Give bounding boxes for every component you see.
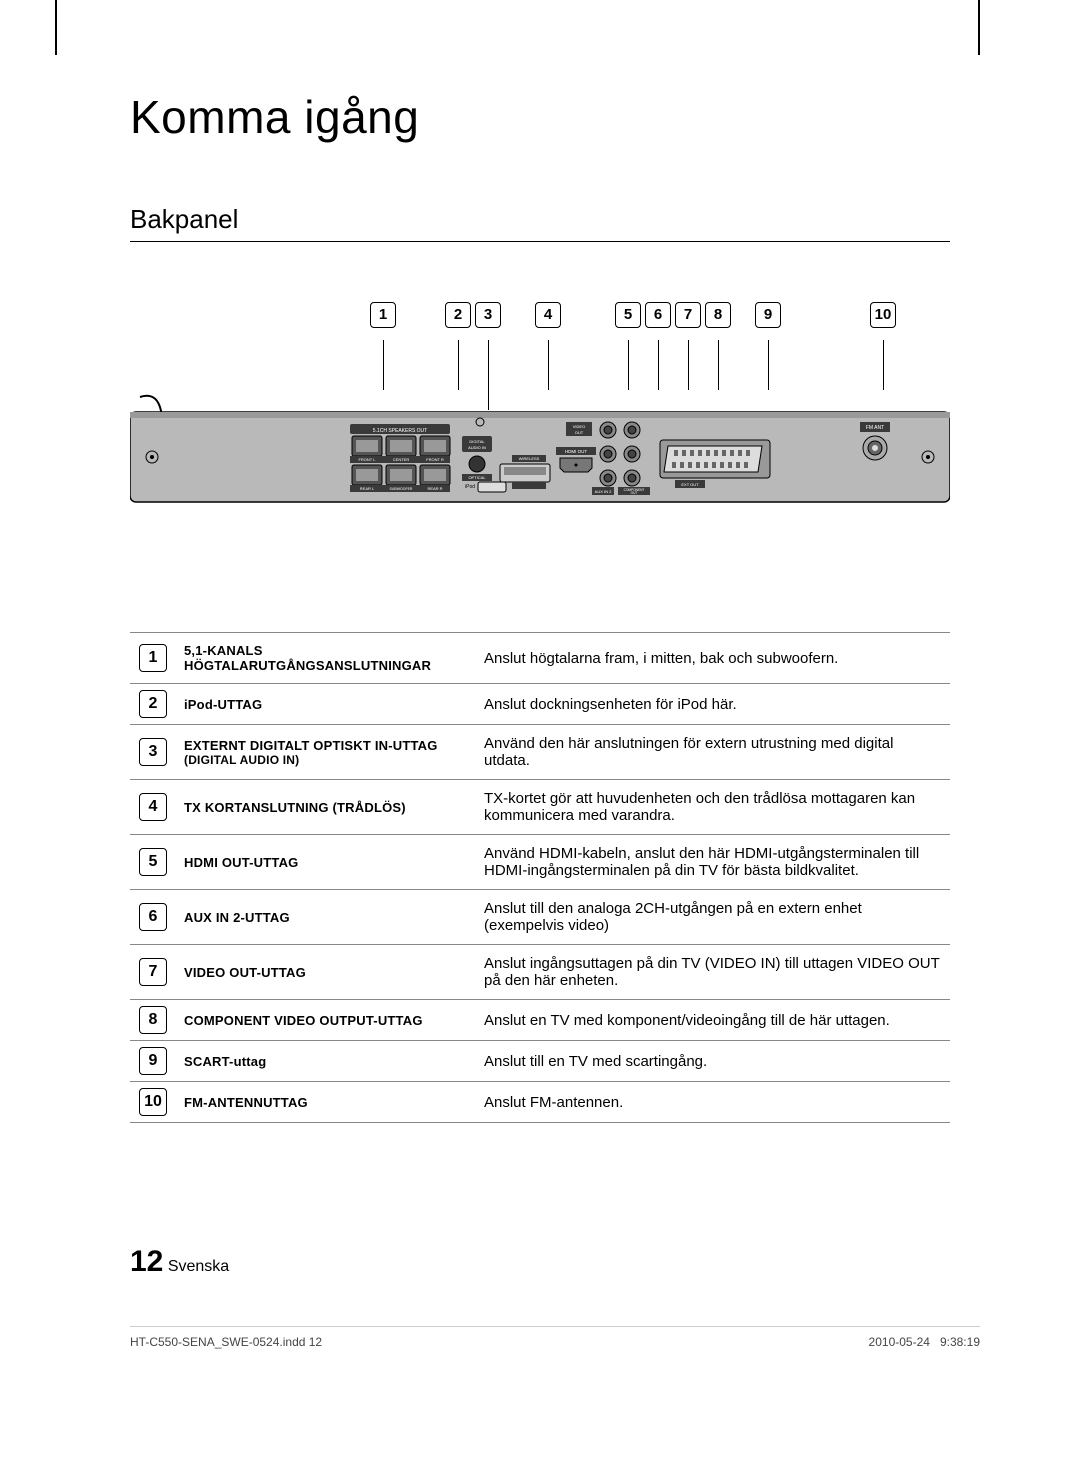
legend-number-cell: 8 <box>130 1000 176 1041</box>
svg-text:HDMI OUT: HDMI OUT <box>565 449 587 454</box>
legend-label-cell: EXTERNT DIGITALT OPTISKT IN-UTTAG(DIGITA… <box>176 725 476 780</box>
back-panel-diagram: 5.1CH SPEAKERS OUT FRONT L CENTER FRONT … <box>130 392 950 512</box>
legend-number-cell: 2 <box>130 684 176 725</box>
legend-row: 3EXTERNT DIGITALT OPTISKT IN-UTTAG(DIGIT… <box>130 725 950 780</box>
legend-row: 5HDMI OUT-UTTAGAnvänd HDMI-kabeln, anslu… <box>130 835 950 890</box>
legend-desc-cell: Använd den här anslutningen för extern u… <box>476 725 950 780</box>
legend-label-cell: HDMI OUT-UTTAG <box>176 835 476 890</box>
callout-number: 9 <box>755 302 781 328</box>
legend-desc-cell: Använd HDMI-kabeln, anslut den här HDMI-… <box>476 835 950 890</box>
callout-leader <box>458 340 459 390</box>
print-footer: HT-C550-SENA_SWE-0524.indd 12 2010-05-24… <box>130 1326 980 1349</box>
legend-label-cell: FM-ANTENNUTTAG <box>176 1082 476 1123</box>
print-footer-datetime: 2010-05-24 9:38:19 <box>869 1335 980 1349</box>
legend-desc-cell: Anslut ingångsuttagen på din TV (VIDEO I… <box>476 945 950 1000</box>
svg-text:VIDEO: VIDEO <box>573 424 585 429</box>
callout-row: 1 23 4 56789 10 <box>360 302 950 342</box>
legend-row: 10FM-ANTENNUTTAGAnslut FM-antennen. <box>130 1082 950 1123</box>
svg-text:AUX IN 2: AUX IN 2 <box>595 489 612 494</box>
callout-number: 5 <box>615 302 641 328</box>
callout-leader <box>768 340 769 390</box>
legend-desc-cell: Anslut dockningsenheten för iPod här. <box>476 684 950 725</box>
svg-text:REAR L: REAR L <box>360 486 375 491</box>
legend-desc-cell: Anslut högtalarna fram, i mitten, bak oc… <box>476 633 950 684</box>
print-footer-file: HT-C550-SENA_SWE-0524.indd 12 <box>130 1335 322 1349</box>
legend-row: 7VIDEO OUT-UTTAGAnslut ingångsuttagen på… <box>130 945 950 1000</box>
crop-marks <box>0 0 1080 60</box>
svg-text:OUT: OUT <box>631 491 638 495</box>
svg-text:FRONT R: FRONT R <box>426 457 444 462</box>
legend-number-cell: 5 <box>130 835 176 890</box>
legend-row: 4TX KORTANSLUTNING (TRÅDLÖS)TX-kortet gö… <box>130 780 950 835</box>
legend-number-cell: 6 <box>130 890 176 945</box>
page-title: Komma igång <box>130 90 950 144</box>
legend-label-cell: SCART-uttag <box>176 1041 476 1082</box>
svg-text:EXT OUT: EXT OUT <box>681 482 699 487</box>
callout-number: 2 <box>445 302 471 328</box>
svg-text:WIRELESS: WIRELESS <box>519 456 540 461</box>
callout-number: 1 <box>370 302 396 328</box>
legend-row: 2iPod-UTTAGAnslut dockningsenheten för i… <box>130 684 950 725</box>
svg-text:CENTER: CENTER <box>393 457 410 462</box>
legend-label-cell: iPod-UTTAG <box>176 684 476 725</box>
svg-text:SUBWOOFER: SUBWOOFER <box>390 487 413 491</box>
svg-text:DIGITAL: DIGITAL <box>469 439 485 444</box>
callout-leader <box>628 340 629 390</box>
callout-leader <box>688 340 689 390</box>
page-content: Komma igång Bakpanel 12345678910 5.1CH S… <box>130 90 950 1123</box>
callout-number: 8 <box>705 302 731 328</box>
legend-desc-cell: TX-kortet gör att huvudenheten och den t… <box>476 780 950 835</box>
callout-leaders <box>360 342 950 392</box>
callout-number: 7 <box>675 302 701 328</box>
callout-leader <box>658 340 659 390</box>
svg-text:OPTICAL: OPTICAL <box>468 475 486 480</box>
legend-table: 15,1-KANALS HÖGTALARUTGÅNGSANSLUTNINGARA… <box>130 632 950 1123</box>
callout-number: 3 <box>475 302 501 328</box>
legend-row: 9SCART-uttagAnslut till en TV med scarti… <box>130 1041 950 1082</box>
legend-row: 6AUX IN 2-UTTAGAnslut till den analoga 2… <box>130 890 950 945</box>
legend-number-cell: 4 <box>130 780 176 835</box>
svg-text:FM ANT: FM ANT <box>866 425 884 431</box>
legend-label-cell: 5,1-KANALS HÖGTALARUTGÅNGSANSLUTNINGAR <box>176 633 476 684</box>
section-subtitle: Bakpanel <box>130 204 950 242</box>
legend-number-cell: 7 <box>130 945 176 1000</box>
legend-label-cell: AUX IN 2-UTTAG <box>176 890 476 945</box>
callout-number: 6 <box>645 302 671 328</box>
diagram-svg: 5.1CH SPEAKERS OUT FRONT L CENTER FRONT … <box>130 392 950 507</box>
callout-leader <box>883 340 884 390</box>
legend-label-cell: TX KORTANSLUTNING (TRÅDLÖS) <box>176 780 476 835</box>
legend-label-cell: COMPONENT VIDEO OUTPUT-UTTAG <box>176 1000 476 1041</box>
legend-desc-cell: Anslut en TV med komponent/videoingång t… <box>476 1000 950 1041</box>
legend-number-cell: 3 <box>130 725 176 780</box>
legend-row: 15,1-KANALS HÖGTALARUTGÅNGSANSLUTNINGARA… <box>130 633 950 684</box>
svg-text:REAR R: REAR R <box>427 486 442 491</box>
legend-desc-cell: Anslut till en TV med scartingång. <box>476 1041 950 1082</box>
legend-number-cell: 9 <box>130 1041 176 1082</box>
page-number: 12 Svenska <box>130 1245 229 1279</box>
svg-text:OUT: OUT <box>575 430 584 435</box>
label-speakers-out: 5.1CH SPEAKERS OUT <box>373 428 427 434</box>
callout-number: 4 <box>535 302 561 328</box>
callout-leader <box>718 340 719 390</box>
callout-leader <box>548 340 549 390</box>
legend-row: 8COMPONENT VIDEO OUTPUT-UTTAGAnslut en T… <box>130 1000 950 1041</box>
legend-label-cell: VIDEO OUT-UTTAG <box>176 945 476 1000</box>
svg-text:AUDIO IN: AUDIO IN <box>468 445 486 450</box>
legend-desc-cell: Anslut FM-antennen. <box>476 1082 950 1123</box>
svg-text:iPod: iPod <box>465 484 475 490</box>
legend-number-cell: 1 <box>130 633 176 684</box>
svg-text:FRONT L: FRONT L <box>358 457 376 462</box>
callout-number: 10 <box>870 302 896 328</box>
legend-number-cell: 10 <box>130 1082 176 1123</box>
callout-leader <box>383 340 384 390</box>
legend-desc-cell: Anslut till den analoga 2CH-utgången på … <box>476 890 950 945</box>
